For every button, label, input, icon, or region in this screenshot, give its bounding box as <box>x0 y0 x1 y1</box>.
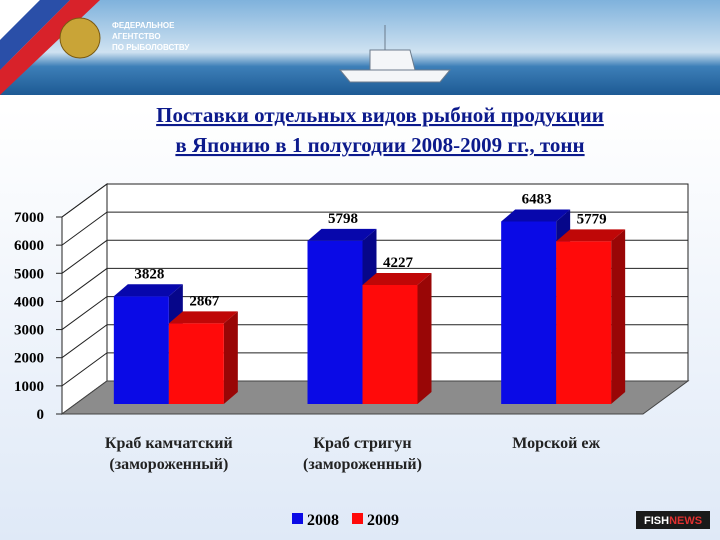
value-label: 4227 <box>383 255 414 271</box>
grid-line <box>61 267 688 302</box>
y-tick-label: 4000 <box>14 294 44 310</box>
bar-top <box>113 284 183 297</box>
bar-front <box>556 241 612 404</box>
bar <box>556 229 626 404</box>
bar-side <box>611 229 626 404</box>
y-tick-label: 3000 <box>14 323 44 339</box>
bar-side <box>223 311 238 404</box>
bar-front <box>307 240 363 404</box>
legend-swatch <box>352 513 363 524</box>
bar-top <box>556 229 626 242</box>
bar-top <box>307 228 377 241</box>
bar-side <box>417 273 432 404</box>
bar <box>362 273 432 404</box>
value-label: 5779 <box>577 211 607 227</box>
grid-line <box>61 352 688 387</box>
agency-line: ФЕДЕРАЛЬНОЕ <box>112 21 175 30</box>
legend-swatch <box>292 513 303 524</box>
bar-top <box>168 311 238 324</box>
side-wall <box>61 183 108 415</box>
bar-top <box>362 273 432 286</box>
fishnews-badge <box>636 511 710 529</box>
chart-title: Поставки отдельных видов рыбной продукци… <box>156 103 604 127</box>
y-tick-label: 0 <box>37 407 45 423</box>
logo-fish: FISH <box>644 515 669 527</box>
y-tick-label: 1000 <box>14 379 44 395</box>
value-label: 5798 <box>328 211 358 227</box>
agency-line: АГЕНТСТВО <box>112 32 161 41</box>
y-tick-label: 6000 <box>14 238 44 254</box>
y-tick-label: 2000 <box>14 351 44 367</box>
x-tick-label: Морской еж <box>512 435 600 452</box>
bar <box>168 311 238 404</box>
x-tick-label: (замороженный) <box>303 456 422 473</box>
legend-label: 2008 <box>307 512 339 529</box>
grid-line <box>61 183 688 218</box>
chart-title: в Японию в 1 полугодии 2008-2009 гг., то… <box>175 133 584 157</box>
legend-label: 2009 <box>367 512 399 529</box>
fishnews-logo: FISHNEWS <box>644 515 702 527</box>
x-tick-label: Краб камчатский <box>105 435 233 452</box>
bar-front <box>168 323 224 404</box>
bar-front <box>501 221 557 404</box>
bar-front <box>113 296 169 404</box>
emblem <box>59 17 101 59</box>
bar-top <box>501 209 571 222</box>
grid-line <box>61 239 688 274</box>
agency-line: ПО РЫБОЛОВСТВУ <box>112 43 190 52</box>
value-label: 3828 <box>134 266 164 282</box>
x-tick-label: (замороженный) <box>109 456 228 473</box>
y-tick-label: 7000 <box>14 210 44 226</box>
value-label: 6483 <box>522 192 552 208</box>
logo-news: NEWS <box>669 515 702 527</box>
grid-line <box>61 296 688 330</box>
value-label: 2867 <box>189 293 220 309</box>
x-tick-label: Краб стригун <box>313 435 411 452</box>
grid-line <box>61 324 688 359</box>
y-tick-label: 5000 <box>14 266 44 282</box>
grid-line <box>61 211 688 246</box>
bar-front <box>362 285 418 404</box>
ship <box>338 25 452 83</box>
